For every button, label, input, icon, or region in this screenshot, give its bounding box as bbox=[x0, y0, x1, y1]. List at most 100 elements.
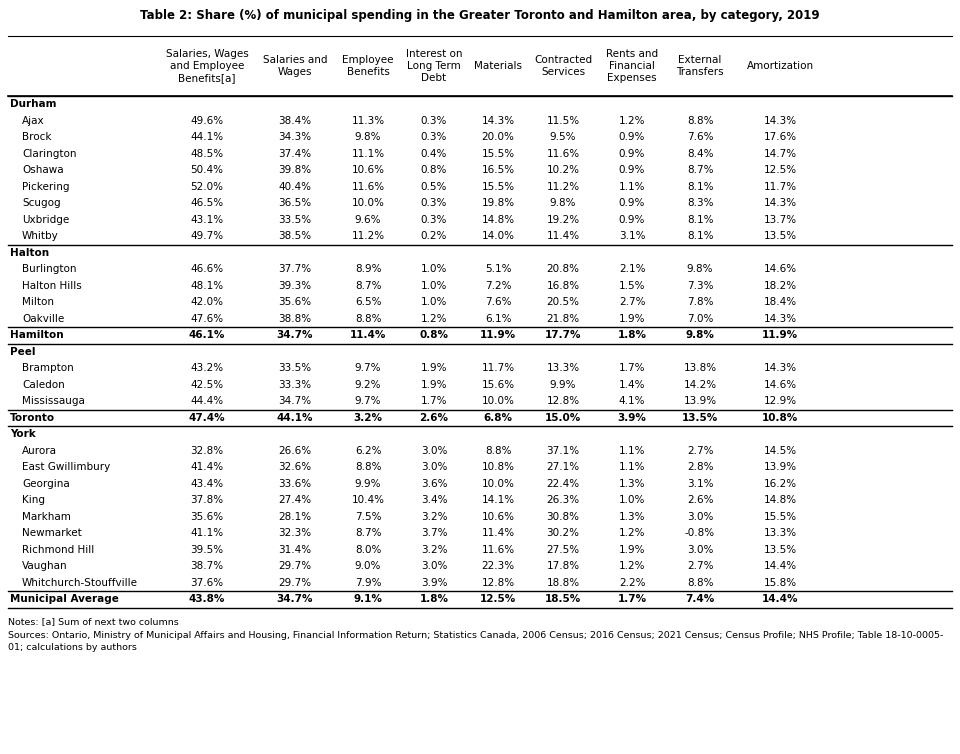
Text: 9.9%: 9.9% bbox=[355, 479, 381, 489]
Text: 9.8%: 9.8% bbox=[550, 198, 576, 208]
Text: 9.8%: 9.8% bbox=[686, 264, 713, 274]
Text: 31.4%: 31.4% bbox=[278, 544, 312, 555]
Text: 3.2%: 3.2% bbox=[420, 544, 447, 555]
Text: 17.7%: 17.7% bbox=[544, 330, 581, 340]
Text: 6.5%: 6.5% bbox=[355, 297, 381, 307]
Text: 1.8%: 1.8% bbox=[420, 594, 448, 604]
Text: 14.3%: 14.3% bbox=[763, 314, 797, 323]
Text: 7.6%: 7.6% bbox=[686, 132, 713, 143]
Text: 9.1%: 9.1% bbox=[353, 594, 382, 604]
Text: 19.8%: 19.8% bbox=[481, 198, 515, 208]
Text: 8.1%: 8.1% bbox=[686, 231, 713, 241]
Text: 1.5%: 1.5% bbox=[619, 280, 645, 291]
Text: 16.8%: 16.8% bbox=[546, 280, 580, 291]
Text: 2.7%: 2.7% bbox=[686, 561, 713, 572]
Text: Vaughan: Vaughan bbox=[22, 561, 67, 572]
Text: 27.4%: 27.4% bbox=[278, 495, 312, 505]
Text: 11.3%: 11.3% bbox=[351, 116, 385, 126]
Text: 14.6%: 14.6% bbox=[763, 264, 797, 274]
Text: 42.5%: 42.5% bbox=[190, 380, 224, 390]
Text: 0.9%: 0.9% bbox=[619, 215, 645, 225]
Text: 15.5%: 15.5% bbox=[481, 149, 515, 159]
Text: Municipal Average: Municipal Average bbox=[10, 594, 119, 604]
Text: 15.0%: 15.0% bbox=[545, 412, 581, 423]
Text: 8.8%: 8.8% bbox=[355, 314, 381, 323]
Text: 11.7%: 11.7% bbox=[763, 182, 797, 192]
Text: 4.1%: 4.1% bbox=[619, 397, 645, 406]
Text: 15.8%: 15.8% bbox=[763, 578, 797, 588]
Text: 52.0%: 52.0% bbox=[190, 182, 224, 192]
Text: 1.2%: 1.2% bbox=[619, 529, 645, 538]
Text: 44.1%: 44.1% bbox=[190, 132, 224, 143]
Text: 2.6%: 2.6% bbox=[420, 412, 448, 423]
Text: 1.1%: 1.1% bbox=[619, 182, 645, 192]
Text: 36.5%: 36.5% bbox=[278, 198, 312, 208]
Text: 34.7%: 34.7% bbox=[276, 594, 313, 604]
Text: 18.2%: 18.2% bbox=[763, 280, 797, 291]
Text: Oshawa: Oshawa bbox=[22, 165, 63, 175]
Text: 46.6%: 46.6% bbox=[190, 264, 224, 274]
Text: 8.3%: 8.3% bbox=[686, 198, 713, 208]
Text: 14.1%: 14.1% bbox=[481, 495, 515, 505]
Text: 11.4%: 11.4% bbox=[349, 330, 386, 340]
Text: 7.8%: 7.8% bbox=[686, 297, 713, 307]
Text: 14.8%: 14.8% bbox=[763, 495, 797, 505]
Text: 14.0%: 14.0% bbox=[482, 231, 515, 241]
Text: 3.0%: 3.0% bbox=[420, 446, 447, 455]
Text: Hamilton: Hamilton bbox=[10, 330, 63, 340]
Text: 2.8%: 2.8% bbox=[686, 462, 713, 472]
Text: 41.1%: 41.1% bbox=[190, 529, 224, 538]
Text: 7.0%: 7.0% bbox=[686, 314, 713, 323]
Text: 0.5%: 0.5% bbox=[420, 182, 447, 192]
Text: 44.1%: 44.1% bbox=[276, 412, 313, 423]
Text: 1.3%: 1.3% bbox=[619, 479, 645, 489]
Text: 43.2%: 43.2% bbox=[190, 363, 224, 373]
Text: 48.1%: 48.1% bbox=[190, 280, 224, 291]
Text: 1.4%: 1.4% bbox=[619, 380, 645, 390]
Text: Halton Hills: Halton Hills bbox=[22, 280, 82, 291]
Text: 14.3%: 14.3% bbox=[763, 363, 797, 373]
Text: 47.4%: 47.4% bbox=[189, 412, 226, 423]
Text: Halton: Halton bbox=[10, 248, 49, 258]
Text: 1.3%: 1.3% bbox=[619, 512, 645, 522]
Text: 01; calculations by authors: 01; calculations by authors bbox=[8, 643, 137, 652]
Text: 14.5%: 14.5% bbox=[763, 446, 797, 455]
Text: 38.4%: 38.4% bbox=[278, 116, 312, 126]
Text: 30.2%: 30.2% bbox=[546, 529, 580, 538]
Text: 13.3%: 13.3% bbox=[763, 529, 797, 538]
Text: 13.9%: 13.9% bbox=[684, 397, 716, 406]
Text: 34.3%: 34.3% bbox=[278, 132, 312, 143]
Text: Materials: Materials bbox=[474, 61, 522, 71]
Text: Ajax: Ajax bbox=[22, 116, 44, 126]
Text: 12.8%: 12.8% bbox=[481, 578, 515, 588]
Text: 9.7%: 9.7% bbox=[355, 363, 381, 373]
Text: 32.6%: 32.6% bbox=[278, 462, 312, 472]
Text: 0.9%: 0.9% bbox=[619, 149, 645, 159]
Text: 13.5%: 13.5% bbox=[763, 544, 797, 555]
Text: External
Transfers: External Transfers bbox=[676, 55, 724, 77]
Text: 13.5%: 13.5% bbox=[682, 412, 718, 423]
Text: Employee
Benefits: Employee Benefits bbox=[343, 55, 394, 77]
Text: 15.5%: 15.5% bbox=[481, 182, 515, 192]
Text: 1.2%: 1.2% bbox=[420, 314, 447, 323]
Text: 26.3%: 26.3% bbox=[546, 495, 580, 505]
Text: 18.4%: 18.4% bbox=[763, 297, 797, 307]
Text: 3.6%: 3.6% bbox=[420, 479, 447, 489]
Text: 2.2%: 2.2% bbox=[619, 578, 645, 588]
Text: 15.6%: 15.6% bbox=[481, 380, 515, 390]
Text: 1.8%: 1.8% bbox=[617, 330, 646, 340]
Text: Whitchurch-Stouffville: Whitchurch-Stouffville bbox=[22, 578, 138, 588]
Text: 9.9%: 9.9% bbox=[550, 380, 576, 390]
Text: 17.8%: 17.8% bbox=[546, 561, 580, 572]
Text: 1.0%: 1.0% bbox=[420, 297, 447, 307]
Text: 30.8%: 30.8% bbox=[546, 512, 580, 522]
Text: Whitby: Whitby bbox=[22, 231, 59, 241]
Text: 39.8%: 39.8% bbox=[278, 165, 312, 175]
Text: 38.8%: 38.8% bbox=[278, 314, 312, 323]
Text: 17.6%: 17.6% bbox=[763, 132, 797, 143]
Text: 3.0%: 3.0% bbox=[420, 561, 447, 572]
Text: 10.4%: 10.4% bbox=[351, 495, 385, 505]
Text: 3.1%: 3.1% bbox=[686, 479, 713, 489]
Text: 1.7%: 1.7% bbox=[420, 397, 447, 406]
Text: 3.2%: 3.2% bbox=[353, 412, 382, 423]
